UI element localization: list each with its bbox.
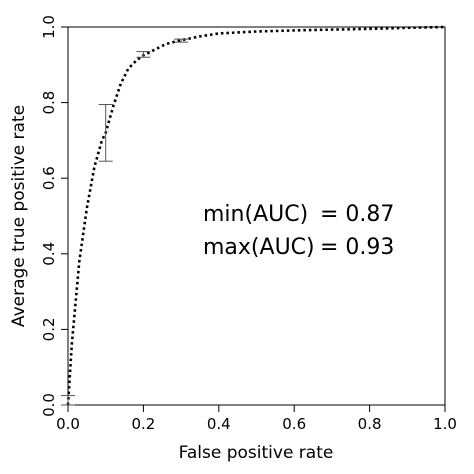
y-tick-label: 0.6 <box>40 166 58 190</box>
annotation-max-auc-value: = 0.93 <box>320 235 394 260</box>
x-tick-label: 0.4 <box>207 415 231 433</box>
y-tick-label: 1.0 <box>40 15 58 39</box>
y-tick-label: 0.0 <box>40 393 58 417</box>
error-bars <box>61 38 189 406</box>
x-tick-label: 0.0 <box>56 415 80 433</box>
x-tick-label: 0.6 <box>282 415 306 433</box>
x-tick-label: 1.0 <box>433 415 457 433</box>
y-tick-label: 0.4 <box>40 242 58 266</box>
x-axis: 0.0 0.2 0.4 0.6 0.8 1.0 <box>56 405 457 433</box>
error-bar <box>136 51 151 58</box>
y-tick-label: 0.2 <box>40 317 58 341</box>
plot-frame <box>67 26 446 406</box>
error-bar <box>61 395 75 406</box>
annotation-min-auc-label: min(AUC) <box>203 202 308 227</box>
x-tick-label: 0.2 <box>131 415 155 433</box>
y-tick-label: 0.8 <box>40 91 58 115</box>
annotation-max-auc-label: max(AUC) <box>203 235 315 260</box>
error-bar <box>98 103 113 162</box>
x-axis-title: False positive rate <box>179 443 334 463</box>
x-tick-label: 0.8 <box>358 415 382 433</box>
y-axis-title: Average true positive rate <box>9 105 29 327</box>
y-axis: 0.0 0.2 0.4 0.6 0.8 1.0 <box>40 15 68 417</box>
annotation-min-auc-value: = 0.87 <box>320 202 394 227</box>
error-bar <box>174 38 189 43</box>
